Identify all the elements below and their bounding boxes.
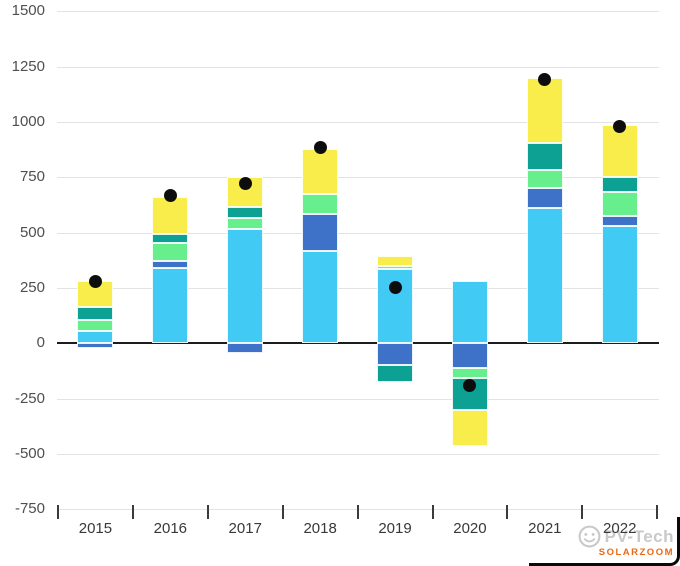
x-axis-tick-mark xyxy=(431,505,434,519)
gridline xyxy=(57,66,659,68)
net-total-dot-2016 xyxy=(163,188,177,202)
gridline xyxy=(57,11,659,13)
bar-segment-teal-2021 xyxy=(526,142,563,170)
watermark-brand: PV-Tech xyxy=(604,526,674,546)
gridline xyxy=(57,398,659,400)
bar-segment-dark-blue-2022 xyxy=(601,216,638,226)
y-axis-tick-label: -500 xyxy=(14,444,45,462)
x-axis-category-label: 2018 xyxy=(303,520,337,537)
net-total-dot-2022 xyxy=(613,119,627,133)
x-axis-tick-mark xyxy=(506,505,509,519)
bar-segment-dark-blue-2016 xyxy=(152,261,189,269)
net-total-dot-2018 xyxy=(313,140,327,154)
gridline xyxy=(57,232,659,234)
x-axis-category-label: 2017 xyxy=(228,520,262,537)
bar-segment-light-blue-2021 xyxy=(526,208,563,344)
bar-segment-yellow-2019 xyxy=(377,255,414,266)
x-axis-tick-mark xyxy=(356,505,359,519)
bar-segment-light-blue-2022 xyxy=(601,225,638,344)
x-axis-tick-mark xyxy=(131,505,134,519)
bar-segment-yellow-2022 xyxy=(601,125,638,178)
bar-segment-teal-2022 xyxy=(601,177,638,192)
x-axis-category-label: 2021 xyxy=(528,520,562,537)
x-axis-category-label: 2016 xyxy=(153,520,188,537)
bar-segment-dark-blue-2017 xyxy=(227,343,264,354)
bar-segment-yellow-2016 xyxy=(152,197,189,234)
bar-segment-light-blue-2016 xyxy=(152,268,189,344)
bar-segment-yellow-2018 xyxy=(302,148,339,194)
bar-segment-light-green-2019 xyxy=(377,265,414,270)
net-total-dot-2019 xyxy=(388,281,402,295)
zero-line xyxy=(57,342,659,345)
bar-segment-teal-2017 xyxy=(227,207,264,219)
x-axis-category-label: 2022 xyxy=(603,520,637,537)
x-axis-category-label: 2019 xyxy=(378,520,412,537)
y-axis-tick-label: 1500 xyxy=(11,2,45,20)
bar-segment-teal-2016 xyxy=(152,233,189,243)
bar-segment-dark-blue-2015 xyxy=(77,343,114,348)
bar-segment-light-blue-2020 xyxy=(451,281,488,344)
y-axis-tick-label: -250 xyxy=(14,389,45,407)
gridline xyxy=(57,121,659,123)
y-axis-tick-label: 750 xyxy=(19,168,45,186)
solarzoom-logo-icon xyxy=(578,525,601,548)
bar-segment-light-green-2020 xyxy=(451,367,488,378)
bar-segment-light-green-2015 xyxy=(77,320,114,332)
bar-segment-dark-blue-2018 xyxy=(302,213,339,252)
bar-segment-light-green-2017 xyxy=(227,218,264,230)
watermark: PV-Tech SOLARZOOM xyxy=(577,524,674,558)
bar-segment-light-green-2016 xyxy=(152,242,189,262)
gridline xyxy=(57,287,659,289)
bar-segment-light-green-2021 xyxy=(526,169,563,189)
y-axis-tick-label: -750 xyxy=(14,500,45,518)
bar-segment-yellow-2021 xyxy=(526,77,563,143)
y-axis-tick-label: 250 xyxy=(19,278,45,296)
gridline xyxy=(57,177,659,179)
x-axis-category-label: 2015 xyxy=(78,520,113,537)
bar-segment-dark-blue-2021 xyxy=(526,188,563,209)
x-axis-tick-mark xyxy=(656,505,659,519)
bar-segment-light-green-2018 xyxy=(302,193,339,214)
x-axis-tick-mark xyxy=(581,505,584,519)
net-total-dot-2021 xyxy=(538,73,552,87)
bar-segment-light-blue-2015 xyxy=(77,331,114,344)
gridline xyxy=(57,453,659,455)
y-axis-tick-label: 1000 xyxy=(11,112,45,130)
x-axis-tick-mark xyxy=(57,505,59,519)
bar-segment-yellow-2020 xyxy=(451,409,488,447)
bar-segment-dark-blue-2020 xyxy=(451,343,488,368)
bar-segment-light-blue-2018 xyxy=(302,251,339,344)
x-axis-tick-mark xyxy=(206,505,209,519)
bar-segment-light-blue-2017 xyxy=(227,229,264,344)
bar-segment-dark-blue-2019 xyxy=(377,343,414,366)
net-total-dot-2020 xyxy=(463,378,477,392)
watermark-subbrand: SOLARZOOM xyxy=(598,547,674,558)
y-axis-tick-label: 500 xyxy=(19,223,45,241)
bar-segment-teal-2019 xyxy=(377,365,414,383)
bar-segment-light-blue-2019 xyxy=(377,269,414,344)
bar-segment-light-green-2022 xyxy=(601,191,638,217)
y-axis-tick-label: 0 xyxy=(36,334,45,352)
net-total-dot-2017 xyxy=(238,177,252,191)
net-total-dot-2015 xyxy=(88,274,102,288)
x-axis-tick-mark xyxy=(281,505,284,519)
y-axis-tick-label: 1250 xyxy=(11,57,45,75)
bar-segment-teal-2015 xyxy=(77,306,114,321)
x-axis-category-label: 2020 xyxy=(453,520,487,537)
